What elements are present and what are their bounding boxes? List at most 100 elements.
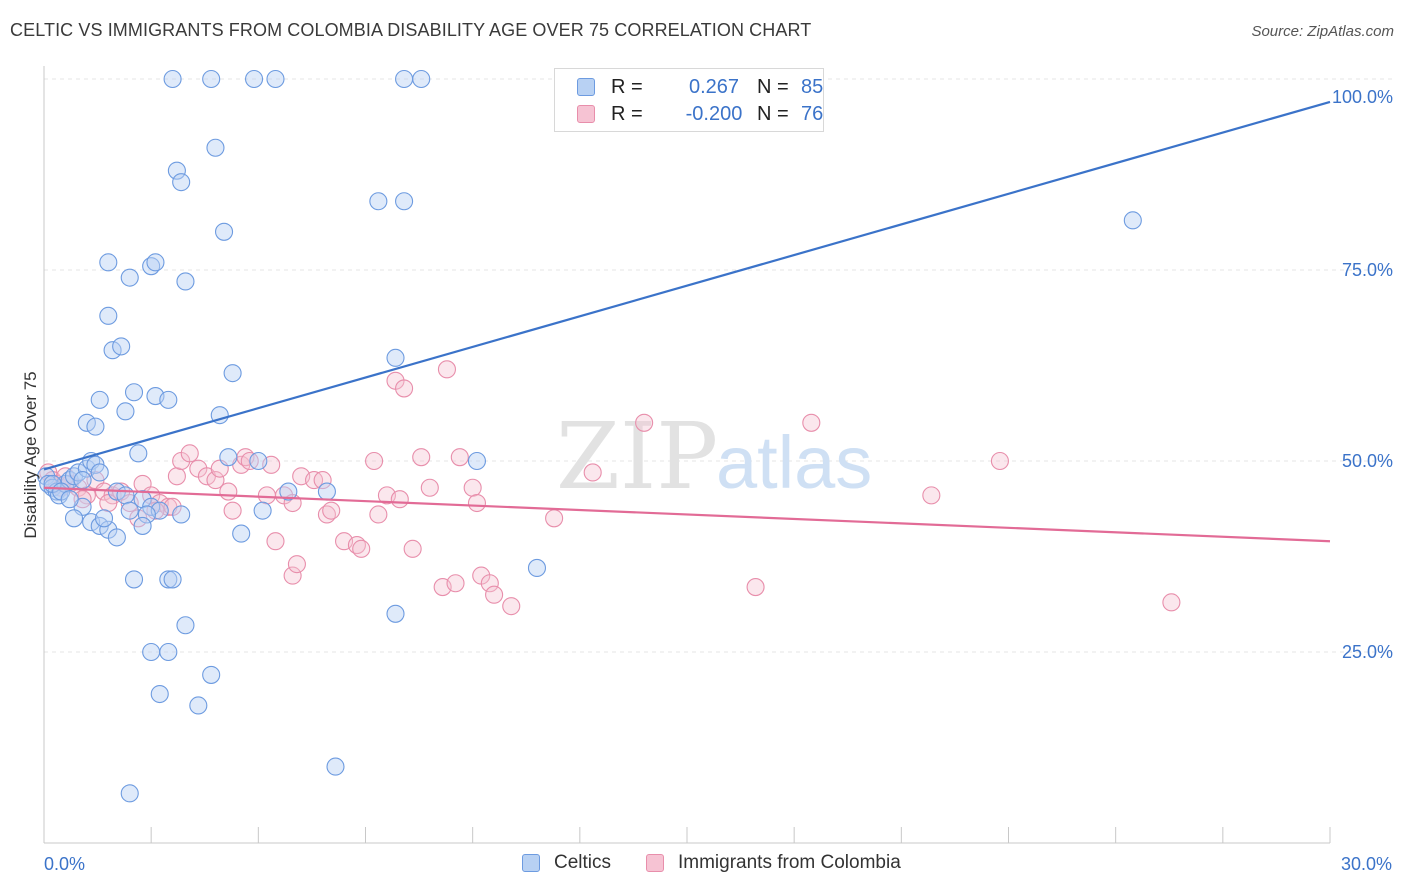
- celtics-point: [159, 570, 178, 589]
- colombia-point: [266, 532, 285, 551]
- colombia-point: [322, 501, 341, 520]
- x-tick-label: 0.0%: [44, 854, 85, 874]
- celtics-point: [107, 528, 126, 547]
- axes: [43, 66, 1331, 844]
- celtics-label: Celtics: [554, 852, 612, 873]
- colombia-point: [420, 478, 439, 497]
- colombia-point: [223, 501, 242, 520]
- colombia-point: [463, 478, 482, 497]
- celtics-point: [129, 444, 148, 463]
- celtics-point: [116, 402, 135, 421]
- celtics-point: [253, 501, 272, 520]
- celtics-point: [189, 696, 208, 715]
- celtics-point: [112, 337, 131, 356]
- celtics-point: [90, 463, 109, 482]
- colombia-point: [450, 448, 469, 467]
- source-label: Source: ZipAtlas.com: [1251, 23, 1394, 40]
- celtics-point: [202, 665, 221, 684]
- celtics-point: [279, 482, 298, 501]
- bottom-legend-colombia: Immigrants from Colombia: [646, 852, 901, 874]
- legend-r-value: 0.267: [688, 75, 740, 98]
- x-tick-label: 30.0%: [1341, 854, 1392, 874]
- celtics-point: [120, 268, 139, 287]
- legend-r-label: R =: [611, 75, 643, 98]
- celtics-point: [73, 471, 92, 490]
- colombia-point: [73, 490, 92, 509]
- celtics-point: [99, 306, 118, 325]
- legend-row-colombia: R = -0.200 N = 76: [577, 102, 823, 126]
- colombia-point: [167, 467, 186, 486]
- colombia-point: [283, 566, 302, 585]
- celtics-point: [124, 570, 144, 589]
- celtics-point: [176, 616, 195, 635]
- celtics-point: [142, 642, 161, 662]
- celtics-point: [90, 390, 109, 409]
- celtics-point: [1123, 211, 1142, 230]
- grid-lines: [44, 78, 1392, 653]
- colombia-trend-line: [43, 486, 1331, 543]
- colombia-point: [352, 539, 371, 558]
- celtics-point: [395, 192, 414, 211]
- celtics-point: [124, 383, 144, 402]
- colombia-point: [446, 574, 465, 593]
- celtics-point: [172, 173, 191, 192]
- celtics-point: [64, 509, 84, 528]
- legend-r-value: -0.200: [685, 102, 743, 125]
- y-tick-label: 75.0%: [1342, 260, 1393, 280]
- series-colombia-points: [39, 360, 1181, 616]
- celtics-point: [163, 69, 182, 89]
- colombia-point: [287, 555, 306, 574]
- colombia-point: [802, 413, 821, 432]
- colombia-point: [635, 413, 654, 432]
- legend-r-label: R =: [611, 102, 643, 125]
- colombia-point: [990, 451, 1009, 471]
- colombia-point: [180, 444, 199, 463]
- watermark: ZIP atlas: [556, 403, 872, 510]
- celtics-point: [163, 570, 182, 589]
- bottom-legend-celtics: Celtics: [522, 852, 611, 874]
- celtics-point: [99, 253, 118, 272]
- legend-n-value: 85: [801, 75, 824, 98]
- colombia-point: [403, 539, 422, 558]
- colombia-point: [467, 493, 487, 513]
- tick-labels: 25.0% 50.0% 75.0% 100.0% 0.0% 30.0%: [44, 87, 1393, 874]
- celtics-point: [369, 192, 388, 211]
- y-tick-label: 50.0%: [1342, 451, 1393, 471]
- colombia-point: [369, 505, 388, 524]
- celtics-point: [202, 69, 221, 89]
- celtics-point: [395, 69, 414, 89]
- colombia-point: [545, 509, 564, 528]
- colombia-point: [502, 597, 521, 616]
- colombia-point: [437, 360, 456, 379]
- colombia-point: [1162, 593, 1181, 612]
- celtics-point: [214, 222, 234, 241]
- watermark-zip: ZIP: [556, 403, 718, 510]
- legend-swatch-colombia: [577, 105, 595, 123]
- y-tick-label: 100.0%: [1332, 87, 1393, 107]
- celtics-point: [249, 451, 268, 471]
- celtics-point: [232, 524, 251, 543]
- series-celtics-points: [37, 69, 1142, 803]
- colombia-point: [390, 490, 409, 509]
- celtics-point: [60, 490, 79, 509]
- celtics-point: [176, 272, 195, 291]
- celtics-point: [527, 558, 547, 578]
- celtics-swatch: [522, 854, 540, 872]
- celtics-point: [150, 684, 169, 704]
- celtics-point: [326, 757, 345, 776]
- celtics-point: [137, 505, 156, 524]
- celtics-point: [223, 364, 242, 383]
- watermark-atlas: atlas: [716, 421, 872, 504]
- legend-n-label: N =: [757, 75, 789, 98]
- celtics-point: [159, 390, 178, 409]
- colombia-swatch: [646, 854, 664, 872]
- legend-n-value: 76: [801, 102, 824, 125]
- celtics-point: [86, 417, 105, 436]
- colombia-point: [395, 379, 414, 398]
- colombia-point: [365, 451, 384, 471]
- colombia-point: [257, 486, 276, 505]
- celtics-point: [120, 501, 139, 520]
- celtics-point: [133, 516, 152, 535]
- celtics-point: [219, 448, 238, 467]
